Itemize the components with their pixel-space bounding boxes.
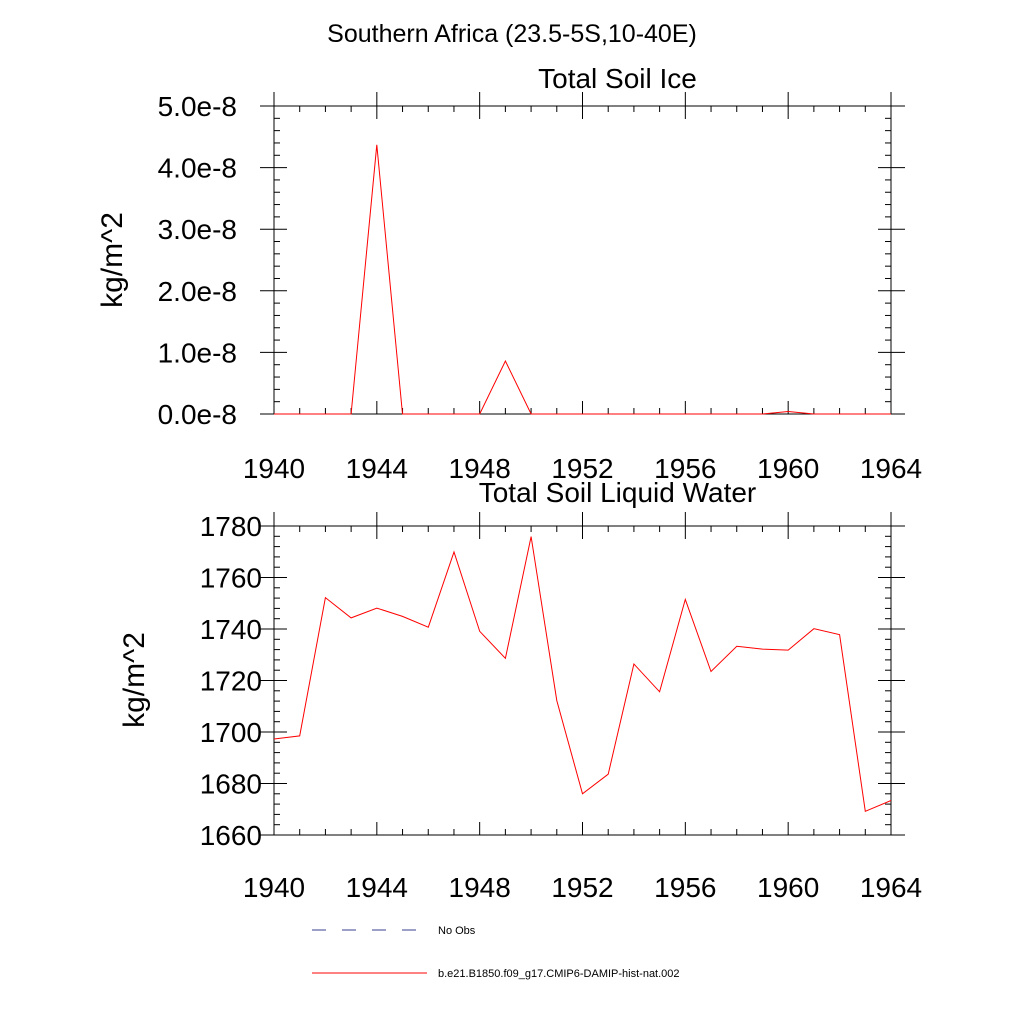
data-point <box>453 551 454 552</box>
data-point <box>659 691 660 692</box>
panel-total-soil-ice: Total Soil Ice kg/m^2 1940 1944 1948 1952 1956… <box>96 63 922 484</box>
y-axis-label: kg/m^2 <box>118 632 151 728</box>
x-tick-label: 1952 <box>551 872 613 903</box>
y-tick-label: 3.0e-8 <box>158 214 237 245</box>
x-tick-label: 1952 <box>551 453 613 484</box>
data-point <box>659 413 660 414</box>
figure-suptitle: Southern Africa (23.5-5S,10-40E) <box>327 20 697 48</box>
data-point <box>325 597 326 598</box>
panel-total-soil-liquid-water: Total Soil Liquid Water kg/m^2 1940 1944 194… <box>118 477 922 903</box>
data-point <box>299 735 300 736</box>
data-point <box>813 628 814 629</box>
data-point <box>762 413 763 414</box>
data-point <box>788 650 789 651</box>
data-point <box>453 413 454 414</box>
y-tick-label: 1780 <box>200 511 262 542</box>
data-point <box>736 413 737 414</box>
data-point <box>530 413 531 414</box>
data-point <box>376 608 377 609</box>
panel-title: Total Soil Liquid Water <box>479 477 757 508</box>
data-point <box>530 536 531 537</box>
y-tick-label: 1720 <box>200 666 262 697</box>
data-point <box>325 413 326 414</box>
data-point <box>376 144 377 145</box>
y-tick-label: 1700 <box>200 717 262 748</box>
x-tick-label: 1944 <box>346 872 408 903</box>
data-point <box>788 411 789 412</box>
y-tick-label: 0.0e-8 <box>158 399 237 430</box>
x-tick-label: 1964 <box>860 872 922 903</box>
data-point <box>479 413 480 414</box>
x-tick-label: 1964 <box>860 453 922 484</box>
series-line-0 <box>273 536 892 813</box>
data-point <box>633 663 634 664</box>
data-point <box>351 413 352 414</box>
x-tick-label: 1960 <box>757 453 819 484</box>
data-point <box>582 413 583 414</box>
x-tick-label: 1960 <box>757 872 819 903</box>
y-tick-label: 1660 <box>200 820 262 851</box>
x-tick-label: 1948 <box>449 872 511 903</box>
y-tick-label: 1740 <box>200 614 262 645</box>
data-point <box>865 811 866 812</box>
data-point <box>890 413 891 414</box>
data-point <box>633 413 634 414</box>
data-point <box>428 413 429 414</box>
data-point <box>710 671 711 672</box>
data-point <box>710 413 711 414</box>
data-point <box>273 738 274 739</box>
data-point <box>556 700 557 701</box>
data-point <box>839 413 840 414</box>
data-point <box>762 648 763 649</box>
x-tick-label: 1940 <box>243 872 305 903</box>
data-point <box>402 413 403 414</box>
data-point <box>479 631 480 632</box>
y-tick-label: 1680 <box>200 769 262 800</box>
data-point <box>351 617 352 618</box>
legend-label-model: b.e21.B1850.f09_g17.CMIP6-DAMIP-hist-nat… <box>438 968 680 980</box>
data-point <box>582 793 583 794</box>
data-point <box>608 413 609 414</box>
y-axis-label: kg/m^2 <box>96 212 129 308</box>
data-point <box>736 646 737 647</box>
x-tick-label: 1948 <box>449 453 511 484</box>
y-tick-label: 1760 <box>200 563 262 594</box>
plot-frame <box>273 105 892 415</box>
x-tick-label: 1956 <box>654 453 716 484</box>
data-point <box>865 413 866 414</box>
data-point <box>428 627 429 628</box>
data-point <box>556 413 557 414</box>
data-point <box>685 599 686 600</box>
series-line-0 <box>274 144 891 415</box>
data-point <box>813 413 814 414</box>
plot-frame <box>273 525 892 836</box>
data-point <box>273 413 274 414</box>
y-tick-label: 2.0e-8 <box>158 276 237 307</box>
y-tick-label: 1.0e-8 <box>158 337 237 368</box>
panel-title: Total Soil Ice <box>538 63 697 94</box>
legend-label-no-obs: No Obs <box>438 925 476 937</box>
data-point <box>685 413 686 414</box>
x-tick-label: 1944 <box>346 453 408 484</box>
legend: No Obs b.e21.B1850.f09_g17.CMIP6-DAMIP-h… <box>312 925 680 980</box>
data-point <box>839 634 840 635</box>
data-point <box>505 658 506 659</box>
y-tick-label: 5.0e-8 <box>158 91 237 122</box>
x-tick-label: 1940 <box>243 453 305 484</box>
y-tick-label: 4.0e-8 <box>158 153 237 184</box>
data-point <box>505 360 506 361</box>
data-point <box>608 774 609 775</box>
data-point <box>402 616 403 617</box>
data-point <box>299 413 300 414</box>
data-point <box>890 800 891 801</box>
x-tick-label: 1956 <box>654 872 716 903</box>
